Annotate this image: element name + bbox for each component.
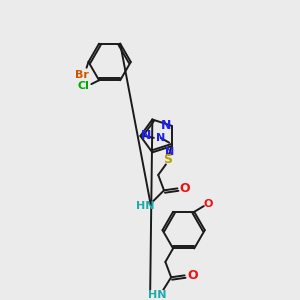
Text: Br: Br <box>75 70 89 80</box>
Text: O: O <box>187 269 198 282</box>
Text: HN: HN <box>148 290 167 300</box>
Text: N: N <box>165 147 174 157</box>
Text: S: S <box>163 153 172 166</box>
Text: N: N <box>161 119 171 132</box>
Text: O: O <box>180 182 190 195</box>
Text: N: N <box>156 133 165 143</box>
Text: N: N <box>141 129 151 142</box>
Text: O: O <box>204 199 213 209</box>
Text: HN: HN <box>136 201 155 211</box>
Text: Cl: Cl <box>78 81 90 91</box>
